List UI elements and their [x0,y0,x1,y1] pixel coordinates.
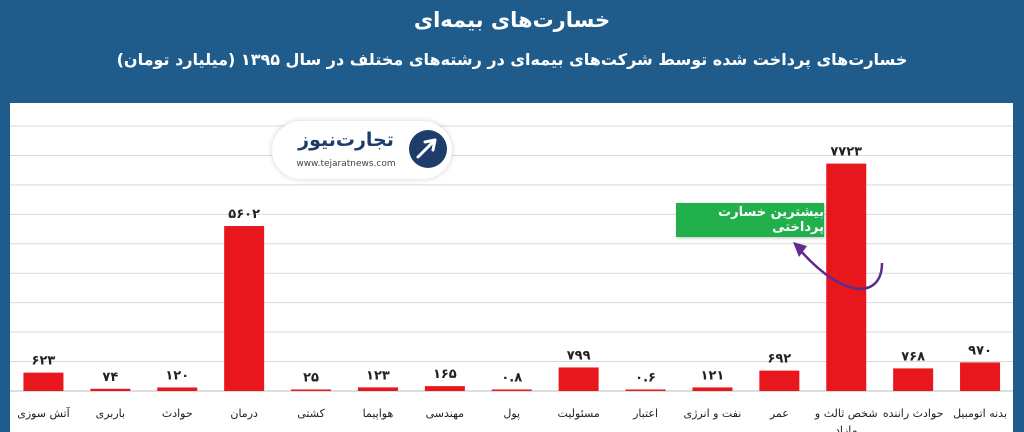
chart-subtitle: خسارت‌های پرداخت شده توسط شرکت‌های بیمه‌… [116,50,908,69]
x-tick-label: عمر [769,407,789,420]
chart-title: خسارت‌های بیمه‌ای [413,8,611,32]
bar [491,389,532,391]
brand-logo: تجارت‌نیوز www.tejaratnews.com [272,121,452,179]
x-tick-label: اعتبار [632,407,658,420]
x-tick-label: هواپیما [363,407,394,420]
x-tick-label: بدنه اتومبیل [953,407,1007,420]
chart-header: خسارت‌های بیمه‌ای خسارت‌های پرداخت شده ت… [0,0,1024,100]
x-tick-label: مسئولیت [558,407,600,420]
bar [625,389,666,391]
data-label: ۶۹۲ [767,352,791,367]
logo-arrow-icon [409,130,447,168]
data-label: ۲۵ [303,371,319,386]
data-label: ۷۶۸ [901,349,925,364]
data-label: ۱۲۳ [366,368,390,383]
bar [424,386,465,391]
data-label: ۰.۸ [501,371,522,386]
x-tick-label: شخص ثالث و مازاد [814,407,878,432]
bar-chart: ۶۲۳ ۷۴ ۱۲۰ ۵۶۰۲ ۲۵ ۱۲۳ ۱۶۵ ۰.۸ ۷۹۹ ۰.۶ ۱۲۱ ۶۹۲ ۷۷۲۳ ۷… [10,125,1013,432]
data-label: ۶۲۳ [32,354,56,369]
annotation-arrowhead [793,242,807,257]
data-label: ۱۲۰ [165,368,189,383]
bar [157,387,198,391]
x-tick-label: آتش سوزی [17,406,70,420]
data-label: ۷۷۲۳ [830,145,862,160]
data-label: ۱۲۱ [701,368,725,383]
bar [692,387,733,391]
x-tick-label: حوادث [162,407,193,420]
data-label: ۷۴ [102,370,118,385]
plot-area: ۶۲۳ ۷۴ ۱۲۰ ۵۶۰۲ ۲۵ ۱۲۳ ۱۶۵ ۰.۸ ۷۹۹ ۰.۶ ۱۲۱ ۶۹۲ ۷۷۲۳ ۷… [10,103,1013,432]
x-tick-label: کشتی [297,407,325,420]
logo-brand-text: تجارت‌نیوز [298,129,394,151]
annotation-arrow [799,249,884,290]
bar [893,368,934,391]
data-label: ۷۹۹ [567,348,591,363]
bar [224,226,265,391]
bar [558,367,599,391]
data-label: ۰.۶ [635,371,656,386]
logo-url-text: www.tejaratnews.com [296,159,396,169]
x-tick-label: پول [503,407,520,420]
bar [90,388,131,391]
max-loss-callout: بیشترین خسارت پرداختی [676,203,824,237]
bar [759,370,800,391]
bar [357,387,398,391]
x-tick-label: درمان [230,407,258,420]
bar [23,372,64,391]
data-label: ۱۶۵ [433,367,457,382]
x-tick-label: نفت و انرژی [684,407,742,420]
x-tick-label: باربری [96,407,125,420]
x-tick-label: مهندسی [426,407,465,420]
bar [960,362,1001,391]
x-tick-label: حوادث راننده [883,407,944,420]
data-label: ۵۶۰۲ [228,207,260,222]
data-label: ۹۷۰ [968,343,992,358]
bar [291,389,332,391]
bar [826,163,867,391]
